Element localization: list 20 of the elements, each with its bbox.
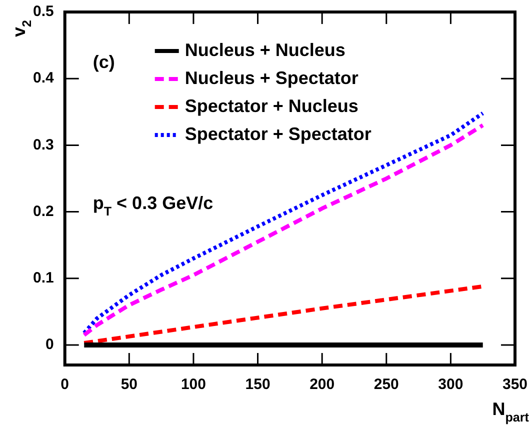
y-tick-label: 0.1 [32,270,54,287]
legend-label: Spectator + Nucleus [184,96,358,116]
x-tick-label: 350 [502,376,528,394]
y-tick-label: 0.5 [32,3,54,20]
y-tick-label: 0.4 [32,70,54,87]
y-axis-title: v2 [8,20,34,38]
y-tick-label: 0 [46,336,54,354]
x-tick-label: 300 [438,376,464,394]
legend-label: Spectator + Spectator [184,124,372,144]
x-tick-label: 50 [120,376,138,394]
x-tick-label: 0 [60,376,70,394]
annotation: (c) [92,52,115,72]
x-tick-label: 200 [310,376,335,394]
x-tick-label: 150 [245,376,270,394]
legend-label: Nucleus + Spectator [184,68,358,88]
x-tick-label: 100 [180,376,206,394]
y-tick-label: 0.2 [32,202,54,220]
x-tick-label: 250 [374,376,399,394]
y-tick-label: 0.3 [32,136,54,154]
legend-label: Nucleus + Nucleus [184,40,346,60]
